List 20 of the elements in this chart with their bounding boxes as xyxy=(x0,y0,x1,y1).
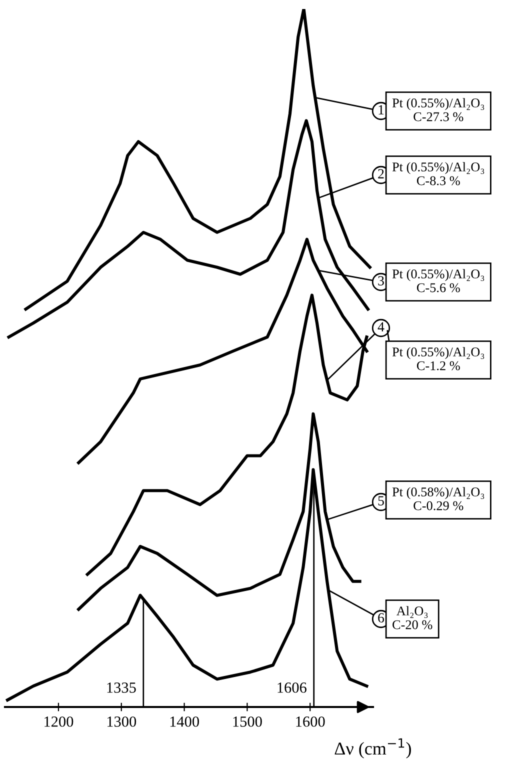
text: 4 xyxy=(378,322,384,332)
legend-label: Pt (0.58%)/Al₂O₃ C-0.29 % xyxy=(392,487,484,510)
text: 2 xyxy=(378,169,384,178)
x-tick-label: 1300 xyxy=(107,716,136,727)
legend-label: Pt (0.55%)/Al₂O₃ C-27.3 % xyxy=(392,98,484,122)
x-tick-label: 1400 xyxy=(170,716,199,727)
x-tick-label: 1500 xyxy=(233,716,262,727)
text: 6 xyxy=(378,613,384,622)
text: 3 xyxy=(378,276,384,286)
legend-label: Pt (0.55%)/Al₂O₃ C-5.6 % xyxy=(392,269,484,292)
text: 1 xyxy=(378,105,384,114)
x-axis-title: Δν (cm$^{−1}$) xyxy=(334,738,411,758)
x-tick-label: 1600 xyxy=(296,716,325,727)
text: 5 xyxy=(378,496,384,506)
text: Pt (0.55%)/Al₂O₃ C-1.2 % xyxy=(392,347,484,370)
ref-line-label: 1606 xyxy=(278,682,306,693)
legend-label: Al₂O₃ C-20 % xyxy=(392,606,432,630)
x-tick-label: 1200 xyxy=(44,716,74,727)
ref-line-label: 1335 xyxy=(107,682,136,693)
legend-label: Pt (0.55%)/Al₂O₃ C-8.3 % xyxy=(392,162,484,186)
